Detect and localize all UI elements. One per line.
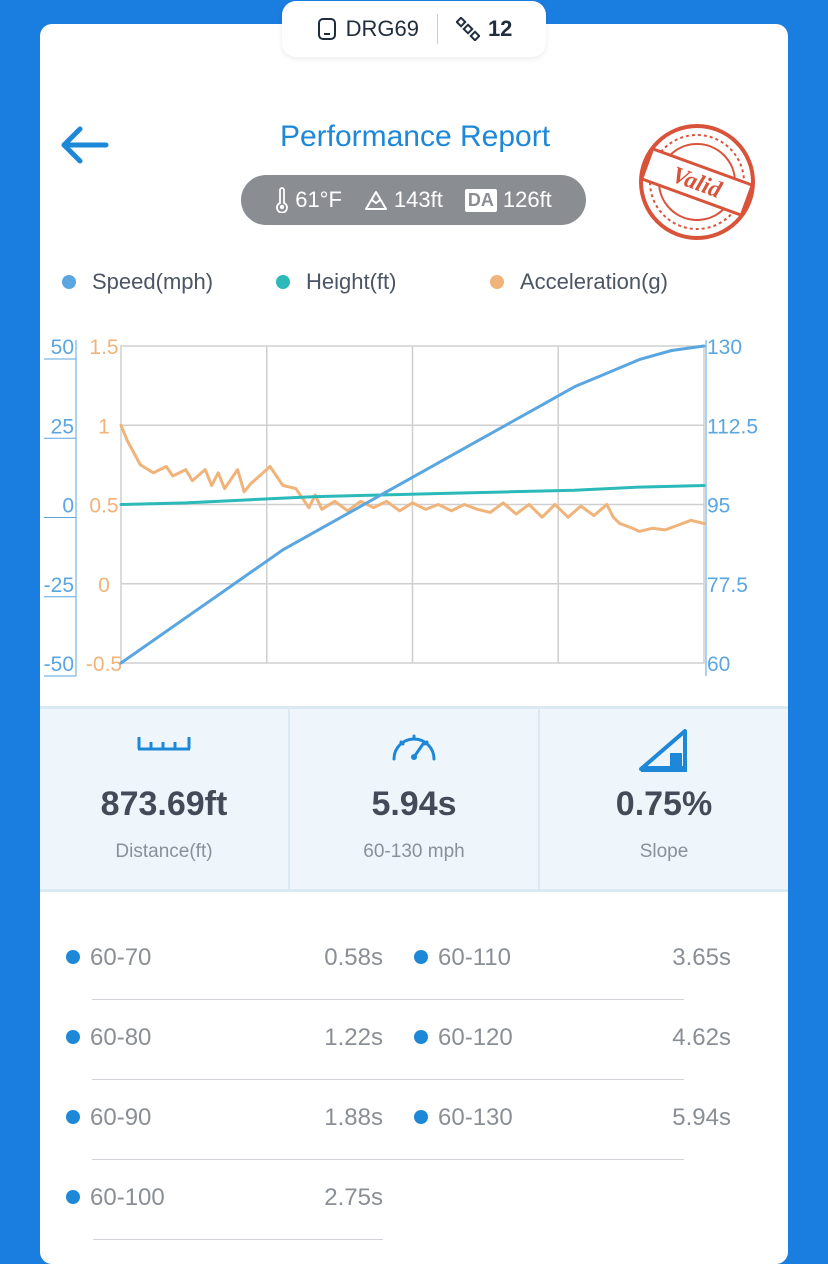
slope-icon [639,729,687,772]
split-range: 60-110 [438,944,511,971]
legend-item-acceleration: Acceleration(g) [490,269,668,295]
distance-label: Distance(ft) [115,841,213,862]
split-divider [92,1159,684,1160]
split-range: 60-130 [438,1104,513,1131]
ruler-icon [137,737,191,751]
split-divider [92,1079,684,1080]
acceleration-series-line [119,423,706,533]
split-dot [66,1030,80,1044]
split-item: 60-130 5.94s [92,1090,731,1160]
speed-axis-tick: 77.5 [707,574,748,597]
split-dot [66,1190,80,1204]
legend-item-speed: Speed(mph) [62,269,276,295]
time-label: 60-130 mph [363,841,465,862]
altitude-reading: 143ft [364,187,443,213]
split-dot [66,1110,80,1124]
height-axis-tick: 0 [62,495,74,518]
distance-stat: 873.69ft Distance(ft) [40,709,290,889]
acceleration-axis-tick: 1 [98,415,110,438]
report-card [40,24,788,1264]
split-range: 60-90 [90,1104,152,1131]
split-dot [414,1110,428,1124]
legend-item-height: Height(ft) [276,269,490,295]
split-time: 5.94s [672,1104,731,1131]
split-dot [66,950,80,964]
speed-axis-tick: 130 [707,336,742,359]
split-item: 60-90 1.88s [66,1090,383,1160]
split-time: 4.62s [672,1024,731,1051]
satellite-count: 12 [487,16,513,41]
height-axis-tick: -50 [44,653,74,676]
time-value: 5.94s [371,785,457,823]
da-badge: DA [464,188,497,212]
speed-axis-tick: 95 [707,495,730,518]
device-pill[interactable]: DRG69 12 [282,1,546,57]
acceleration-axis-tick: 1.5 [89,336,118,359]
split-divider [92,999,684,1000]
altitude-value: 143ft [393,187,443,212]
phone-icon [317,18,336,40]
time-stat: 5.94s 60-130 mph [290,709,540,889]
slope-label: Slope [639,841,689,862]
split-time: 3.65s [672,944,731,971]
split-item: 60-120 4.62s [92,1010,731,1080]
legend-acceleration-label: Acceleration(g) [520,269,668,294]
speed-legend-dot [62,275,76,289]
performance-chart: 50 25 0 -25 -50 1.5 1 0.5 0 -0.5 130 112.5 95 77.5 60 [44,336,758,677]
split-range: 60-120 [438,1024,513,1051]
split-item: 60-110 3.65s [92,930,731,1000]
thermometer-icon [276,187,289,213]
split-dot [414,1030,428,1044]
split-item: 60-80 1.22s [66,1010,383,1080]
legend-speed-label: Speed(mph) [92,269,214,294]
mountain-icon [364,191,387,210]
distance-value: 873.69ft [100,785,228,823]
acceleration-legend-dot [490,275,504,289]
stats-panel: 873.69ft Distance(ft) 5.94s 60-130 mph 0… [40,706,788,892]
valid-stamp: Valid [639,124,755,240]
conditions-pill: 61°F 143ft DA 126ft [241,175,586,225]
speed-axis-tick: 112.5 [707,415,758,438]
height-legend-dot [276,275,290,289]
speed-axis-tick: 60 [707,653,730,676]
satellite-info: 12 [455,16,513,42]
split-time: 1.22s [324,1024,383,1051]
legend-height-label: Height(ft) [306,269,397,294]
device-name: DRG69 [345,16,419,41]
density-altitude-reading: DA 126ft [464,187,552,213]
split-divider [93,1239,383,1240]
slope-stat: 0.75% Slope [540,709,788,889]
device-info: DRG69 [316,16,419,42]
height-axis-tick: -25 [44,574,74,597]
page-title: Performance Report [279,120,551,153]
split-time: 1.88s [324,1104,383,1131]
chart-legend: Speed(mph) Height(ft) Acceleration(g) [62,265,762,299]
slope-value: 0.75% [615,785,713,823]
back-button[interactable] [58,124,112,168]
split-time: 0.58s [324,944,383,971]
split-dot [414,950,428,964]
split-time: 2.75s [324,1184,383,1211]
satellite-icon [455,17,480,41]
speedometer-icon [392,734,436,761]
height-axis-tick: 25 [51,415,74,438]
back-arrow-icon [61,126,109,164]
split-item: 60-100 2.75s [66,1170,383,1240]
acceleration-axis-tick: 0 [98,574,110,597]
acceleration-axis-tick: 0.5 [89,495,118,518]
density-altitude-value: 126ft [502,187,552,212]
acceleration-axis-tick: -0.5 [86,653,122,676]
split-range: 60-80 [90,1024,152,1051]
pill-divider [436,14,438,44]
height-series-line [119,484,706,506]
split-range: 60-100 [90,1184,165,1211]
height-axis-tick: 50 [51,336,74,359]
split-item: 60-70 0.58s [66,930,383,1000]
temperature-reading: 61°F [275,187,342,213]
temperature-value: 61°F [295,187,342,212]
speed-series-line [119,344,706,665]
split-range: 60-70 [90,944,152,971]
